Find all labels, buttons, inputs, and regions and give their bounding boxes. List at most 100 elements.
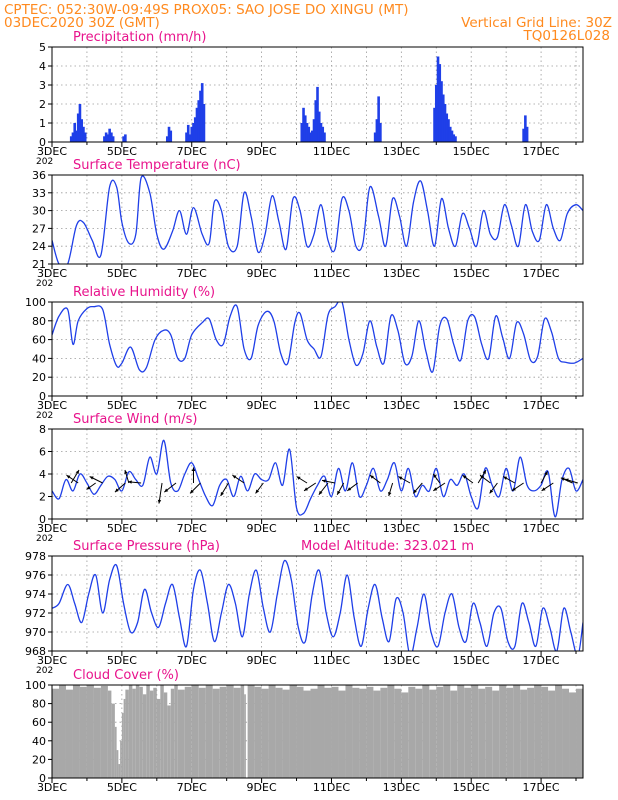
wind-arrow [489, 482, 498, 494]
precip-bar [200, 83, 204, 142]
precip-bar [111, 136, 115, 142]
cloud-bar [296, 686, 304, 778]
precip-bar [373, 132, 377, 142]
plot-frame [51, 46, 584, 143]
cloud-bar [527, 687, 535, 778]
y-tick-label: 20 [32, 371, 46, 384]
y-tick-label: 5 [39, 41, 46, 54]
x-tick-label: 3DEC [37, 522, 67, 535]
x-tick-label: 17DEC [523, 267, 560, 280]
wind-arrow [114, 482, 126, 493]
x-cut-label: 202 [36, 411, 53, 421]
y-tick-label: 40 [32, 352, 46, 365]
cloud-bar [247, 685, 255, 778]
panel-wind: 0 2 4 6 8 3DEC 5DEC 7DEC 9DEC 11DEC 13DEC 15DEC 17DE… [36, 412, 584, 544]
x-tick-label: 17DEC [523, 654, 560, 667]
precip-bar [321, 126, 325, 142]
wind-arrow [220, 482, 229, 497]
precip-bar [377, 96, 380, 142]
y-tick-label: 80 [32, 315, 46, 328]
cloud-bar [160, 685, 164, 778]
cloud-bar [387, 685, 395, 778]
cloud-bar [317, 685, 325, 778]
panel-title-rh: Relative Humidity (%) [73, 285, 215, 300]
panel-title-temp: Surface Temperature (nC) [73, 158, 241, 173]
header-model-id: TQ0126L028 [522, 28, 610, 44]
precip-bar [197, 100, 201, 142]
precip-bar [195, 107, 199, 142]
wind-arrow [157, 482, 163, 504]
cloud-bar [499, 685, 507, 778]
y-axis: 21 24 27 30 33 36 [32, 169, 52, 271]
precip-bar [185, 132, 188, 142]
precip-bar [310, 130, 314, 142]
temp-line [52, 175, 583, 264]
precip-bar [305, 123, 309, 142]
precip-bar [73, 123, 77, 142]
cloud-bar [289, 685, 297, 778]
y-tick-label: 8 [39, 423, 46, 436]
cloud-bar [345, 685, 353, 778]
x-tick-label: 15DEC [453, 781, 490, 794]
cloud-bar [331, 686, 339, 778]
precip-bar [441, 94, 445, 142]
x-axis: 3DEC 5DEC 7DEC 9DEC 11DEC 13DEC 15DEC 17DEC 202 [36, 142, 577, 167]
header: CPTEC: 052:30W-09:49S PROX05: SAO JOSE D… [4, 2, 612, 44]
y-tick-label: 20 [32, 753, 46, 766]
y-tick-label: 100 [25, 679, 46, 692]
y-tick-label: 1 [39, 117, 46, 130]
precip-bar [436, 56, 440, 142]
wind-arrow [412, 482, 423, 494]
x-tick-label: 11DEC [313, 145, 350, 158]
precip-bar [379, 123, 382, 142]
precip-bar [83, 132, 87, 142]
x-axis: 3DEC 5DEC 7DEC 9DEC 11DEC 13DEC 15DEC 17DEC 202 [36, 396, 577, 421]
x-tick-label: 17DEC [523, 781, 560, 794]
wind-arrow [540, 471, 549, 484]
cloud-bar [170, 688, 175, 778]
y-tick-label: 27 [32, 222, 46, 235]
wind-arrow [321, 479, 336, 484]
series-wind [52, 439, 583, 518]
cloud-bar [555, 685, 563, 778]
x-tick-label: 17DEC [523, 399, 560, 412]
precip-bar [434, 85, 438, 142]
x-tick-label: 11DEC [313, 654, 350, 667]
x-tick-label: 9DEC [247, 522, 277, 535]
precip-bar [165, 136, 169, 142]
plot-frame [51, 684, 584, 779]
precip-bar [319, 123, 323, 142]
wind-arrow [66, 474, 79, 484]
precip-bar [443, 104, 447, 142]
precip-bar [303, 115, 307, 142]
x-tick-label: 5DEC [107, 654, 137, 667]
x-axis: 3DEC 5DEC 7DEC 9DEC 11DEC 13DEC 15DEC 17DEC 202 [36, 519, 577, 544]
wind-arrow [255, 482, 264, 494]
precip-bar [445, 113, 449, 142]
cloud-bar [541, 686, 549, 778]
x-tick-label: 9DEC [247, 145, 277, 158]
x-tick-label: 7DEC [177, 654, 207, 667]
x-tick-label: 17DEC [523, 522, 560, 535]
cloud-bar [139, 686, 143, 778]
cloud-bar [443, 685, 451, 778]
cloud-bar [485, 686, 493, 778]
panel-title-cloud: Cloud Cover (%) [73, 668, 179, 683]
wind-arrow [511, 482, 524, 492]
cloud-bar [338, 690, 346, 778]
precip-bar [316, 86, 319, 142]
x-tick-label: 13DEC [383, 654, 420, 667]
series-cloud [52, 685, 583, 778]
cloud-bar [359, 688, 367, 778]
cloud-bar [167, 705, 171, 778]
x-tick-label: 15DEC [453, 267, 490, 280]
wind-arrow [318, 482, 329, 496]
cloud-bar [429, 689, 437, 778]
y-tick-label: 968 [25, 645, 46, 658]
wind-arrow [189, 482, 201, 494]
cloud-bar [471, 685, 479, 778]
precip-bar [309, 132, 312, 142]
cloud-bar [244, 694, 246, 778]
y-axis: 968 970 972 974 976 978 [25, 550, 52, 658]
precip-bar [524, 115, 527, 142]
